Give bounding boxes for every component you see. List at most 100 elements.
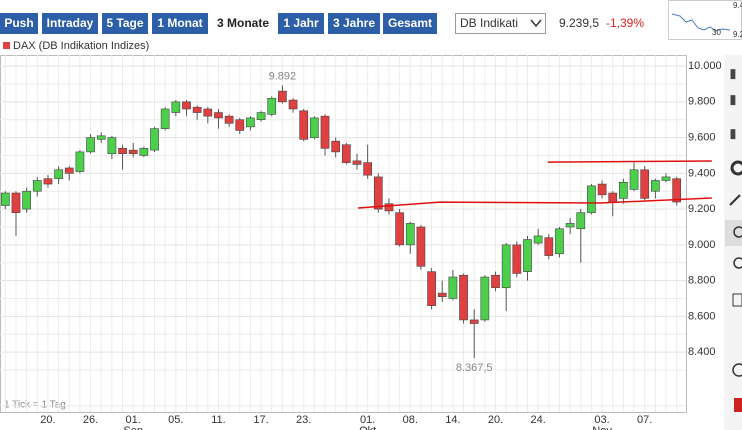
candle-body (672, 178, 682, 203)
candle-body (640, 169, 650, 199)
button-bg (383, 13, 437, 34)
period-button[interactable]: 1 Jahr (278, 13, 324, 34)
candle-body (459, 274, 468, 321)
button-bg (42, 13, 98, 34)
candle-body (533, 235, 543, 244)
candle-body (171, 101, 181, 113)
candle-body (246, 117, 255, 128)
button-label: 3 Jahre (333, 16, 375, 30)
x-tick-label: 07. (637, 414, 652, 426)
y-tick-label: 9.800 (688, 96, 716, 108)
button-bg (102, 13, 148, 34)
x-tick-label: 01. (126, 414, 141, 426)
candle-body (437, 292, 447, 297)
candle-body (22, 190, 31, 210)
icon[interactable]: ▮ (729, 65, 736, 80)
candle-body (544, 237, 554, 256)
candle-body (75, 151, 85, 172)
candle-body (661, 176, 671, 181)
x-tick-label: 24. (530, 414, 545, 426)
candle-body (576, 212, 586, 230)
candle-body (501, 244, 511, 289)
x-month-label: Okt (359, 425, 376, 430)
info-icon[interactable] (732, 363, 742, 377)
button-label: Intraday (47, 16, 94, 30)
button-label: Gesamt (388, 16, 432, 30)
candle-body (320, 115, 330, 149)
period-button[interactable]: 5 Tage (102, 13, 148, 34)
y-tick-label: 9.400 (688, 167, 716, 179)
candle-body (192, 106, 202, 113)
candle-body (86, 137, 95, 153)
settings-icon[interactable] (730, 160, 742, 176)
candle-body (427, 271, 436, 306)
candle-body (651, 180, 660, 192)
candle-body (619, 181, 628, 199)
y-tick-label: 9.200 (688, 203, 716, 215)
x-tick-label: 20. (40, 414, 55, 426)
period-button[interactable]: Gesamt (383, 13, 437, 34)
candle-body (203, 108, 213, 117)
extreme-label: 9.892 (269, 70, 297, 82)
candle-body (587, 185, 596, 213)
candle-body (278, 90, 287, 103)
footnote: 1 Tick = 1 Tag (4, 400, 66, 411)
candle-body (182, 101, 191, 110)
plot-area (0, 55, 687, 413)
candle-body (310, 117, 319, 138)
zoom-icon[interactable] (733, 226, 742, 238)
button-bg (212, 13, 274, 34)
period-button[interactable]: Intraday (42, 13, 98, 34)
button-bg (0, 13, 38, 34)
button-label: 1 Jahr (283, 16, 319, 30)
candle-body (384, 203, 394, 212)
x-tick-label: 08. (403, 414, 418, 426)
button-bg (278, 13, 324, 34)
x-tick-label: 23. (296, 414, 311, 426)
icon[interactable]: ▮ (729, 125, 736, 140)
candle-body (341, 144, 351, 163)
x-tick-label: 20. (488, 414, 503, 426)
mini-chart-label: 9.2 (733, 30, 742, 39)
y-tick-label: 9.600 (688, 131, 716, 143)
candle-body (96, 135, 106, 140)
candle-body (43, 178, 53, 185)
mini-chart-label: 30 (712, 28, 721, 37)
draw-icon[interactable] (729, 194, 741, 206)
zoom-out-icon[interactable] (733, 257, 742, 269)
icon[interactable]: ▮ (729, 91, 736, 106)
mini-chart-label: 9.4 (733, 1, 742, 10)
button-label: 3 Monate (217, 16, 269, 30)
button-label: 1 Monat (157, 16, 202, 30)
mini-chart[interactable] (668, 0, 742, 40)
x-month-label: Sep (123, 425, 143, 430)
period-button[interactable]: 3 Monate (212, 13, 274, 34)
period-button[interactable]: 3 Jahre (328, 13, 380, 34)
candle-body (363, 162, 372, 176)
candle-body (256, 112, 266, 121)
candle-body (54, 169, 63, 180)
candle-body (64, 167, 74, 174)
x-month-label: Nov (592, 425, 612, 430)
x-tick-label: 11. (211, 414, 225, 426)
candle-body (597, 183, 607, 196)
candle-body (160, 108, 170, 129)
exchange-select[interactable] (455, 13, 546, 34)
x-tick-label: 03. (594, 414, 609, 426)
candle-body (224, 115, 234, 124)
button-label: 5 Tage (106, 16, 143, 30)
period-button[interactable]: Push (0, 13, 38, 34)
candle-body (32, 180, 42, 192)
period-button[interactable]: 1 Monat (152, 13, 208, 34)
doc-icon[interactable] (732, 293, 742, 307)
select-arrow (530, 19, 542, 28)
y-tick-label: 8.600 (688, 310, 716, 322)
candle-body (139, 148, 149, 156)
x-tick-label: 05. (168, 414, 183, 426)
candle-body (565, 223, 575, 228)
candle-body (331, 140, 341, 153)
pdf-icon[interactable] (734, 398, 742, 412)
change: -1,39% (606, 16, 644, 30)
candle-body (405, 223, 415, 246)
